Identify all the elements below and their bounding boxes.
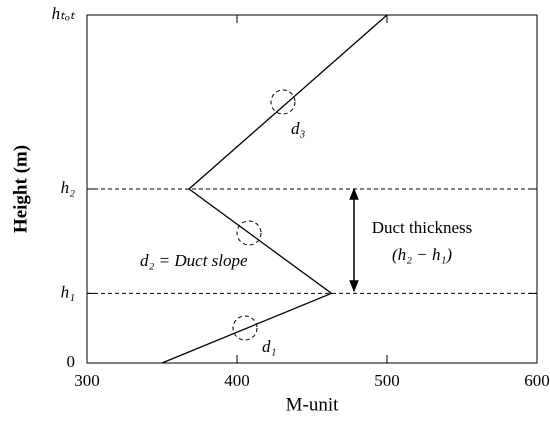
- y-tick-label: hₜₒₜ: [52, 4, 76, 23]
- y-axis-label: Height (m): [10, 145, 31, 233]
- data-line: [161, 14, 388, 364]
- annotation: d₁: [262, 337, 276, 356]
- x-tick-label: 500: [374, 371, 400, 390]
- annotation: Duct thickness: [372, 218, 473, 237]
- x-tick-label: 600: [524, 371, 550, 390]
- x-axis-label: M-unit: [286, 394, 340, 415]
- x-tick-label: 300: [74, 371, 100, 390]
- slope-marker: [270, 89, 296, 115]
- x-tick-label: 400: [224, 371, 250, 390]
- y-tick-label: h₁: [61, 282, 75, 301]
- y-tick-label: h₂: [61, 178, 76, 197]
- y-tick-label: 0: [67, 352, 76, 371]
- slope-marker: [232, 315, 258, 341]
- annotation: d₂ = Duct slope: [140, 251, 248, 270]
- annotation: d₃: [291, 119, 306, 138]
- annotation: (h₂ − h₁): [392, 245, 452, 264]
- slope-marker: [236, 220, 262, 246]
